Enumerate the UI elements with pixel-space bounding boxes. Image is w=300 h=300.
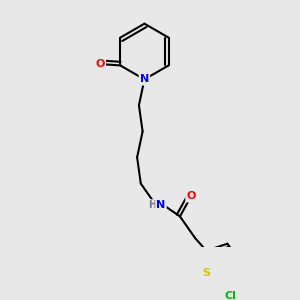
- Text: H: H: [148, 200, 156, 210]
- Text: O: O: [186, 191, 196, 201]
- Text: O: O: [96, 59, 105, 69]
- Text: N: N: [140, 74, 149, 84]
- Text: Cl: Cl: [224, 292, 236, 300]
- Text: S: S: [202, 268, 210, 278]
- Text: N: N: [156, 200, 166, 210]
